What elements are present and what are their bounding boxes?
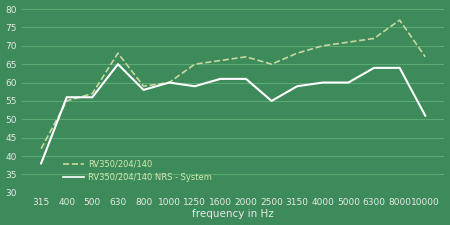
RV350/204/140 NRS - System: [269, 100, 274, 102]
Line: RV350/204/140: RV350/204/140: [41, 20, 425, 149]
RV350/204/140 NRS - System: [294, 85, 300, 88]
RV350/204/140: [166, 81, 172, 84]
X-axis label: frequency in Hz: frequency in Hz: [192, 209, 274, 219]
RV350/204/140: [192, 63, 198, 65]
RV350/204/140: [38, 147, 44, 150]
RV350/204/140 NRS - System: [192, 85, 198, 88]
RV350/204/140: [423, 56, 428, 58]
RV350/204/140: [320, 45, 325, 47]
RV350/204/140: [269, 63, 274, 65]
RV350/204/140 NRS - System: [115, 63, 121, 65]
RV350/204/140 NRS - System: [423, 114, 428, 117]
RV350/204/140: [64, 100, 69, 102]
RV350/204/140: [371, 37, 377, 40]
RV350/204/140: [397, 19, 402, 21]
RV350/204/140 NRS - System: [90, 96, 95, 99]
RV350/204/140: [294, 52, 300, 54]
RV350/204/140 NRS - System: [38, 162, 44, 165]
RV350/204/140: [115, 52, 121, 54]
RV350/204/140: [141, 85, 146, 88]
RV350/204/140: [218, 59, 223, 62]
RV350/204/140 NRS - System: [397, 67, 402, 69]
RV350/204/140 NRS - System: [371, 67, 377, 69]
RV350/204/140: [346, 41, 351, 43]
RV350/204/140 NRS - System: [320, 81, 325, 84]
RV350/204/140 NRS - System: [64, 96, 69, 99]
RV350/204/140 NRS - System: [243, 78, 249, 80]
Line: RV350/204/140 NRS - System: RV350/204/140 NRS - System: [41, 64, 425, 163]
RV350/204/140 NRS - System: [141, 89, 146, 91]
Legend: RV350/204/140, RV350/204/140 NRS - System: RV350/204/140, RV350/204/140 NRS - Syste…: [60, 156, 216, 185]
RV350/204/140: [243, 56, 249, 58]
RV350/204/140 NRS - System: [218, 78, 223, 80]
RV350/204/140: [90, 92, 95, 95]
RV350/204/140 NRS - System: [346, 81, 351, 84]
RV350/204/140 NRS - System: [166, 81, 172, 84]
